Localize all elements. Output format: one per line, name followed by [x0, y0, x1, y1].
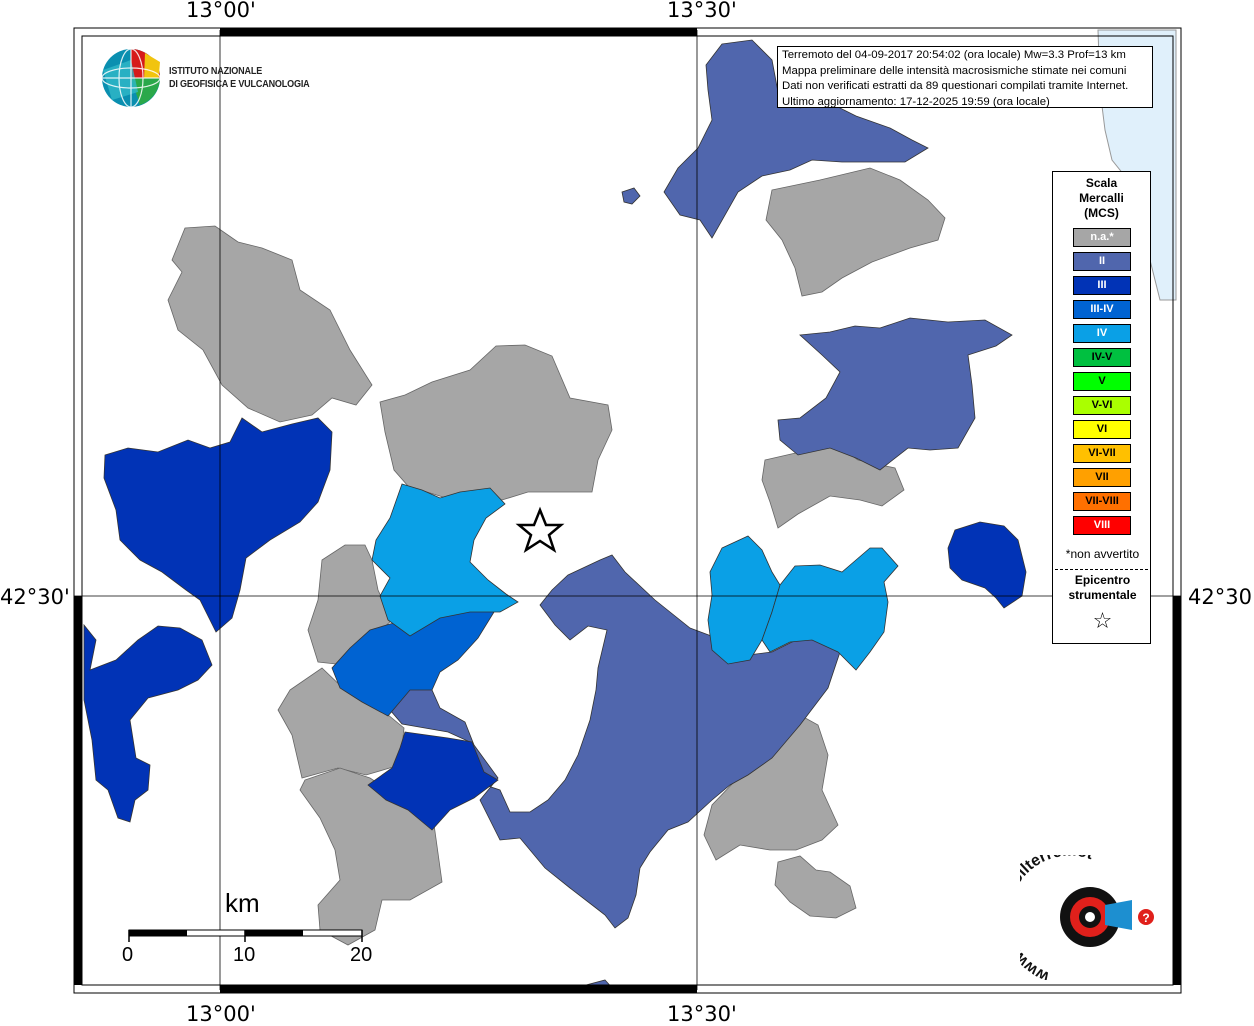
ingv-name: ISTITUTO NAZIONALE DI GEOFISICA E VULCAN… — [169, 65, 310, 91]
lon-label-top-east: 13°30' — [667, 0, 737, 22]
epicenter-star — [515, 506, 565, 553]
legend-title-line: Scala — [1085, 176, 1118, 190]
scale-tick-20: 20 — [350, 944, 373, 966]
event-info-line: Dati non verificati estratti da 89 quest… — [782, 80, 1129, 92]
legend-swatch: VIII — [1073, 516, 1131, 535]
legend-epicenter-line: strumentale — [1068, 588, 1137, 602]
intensity-legend: Scala Mercalli (MCS) n.a.* II III III-IV IV I… — [1052, 171, 1151, 644]
municipality-na-southeast — [703, 714, 839, 861]
municipality-II-islet — [621, 187, 641, 205]
municipalities-III — [83, 417, 1027, 831]
haisentito-logo-text: www.haisentitoilterremoto.it — [1020, 855, 1096, 980]
municipality-III-west — [103, 417, 333, 633]
map-border — [73, 27, 1182, 994]
legend-swatch: VI-VII — [1073, 444, 1131, 463]
ingv-name-line1: ISTITUTO NAZIONALE — [169, 65, 263, 77]
legend-swatch: V — [1073, 372, 1131, 391]
legend-swatch: VII-VIII — [1073, 492, 1131, 511]
haisentito-logo-url: www.haisentitoilterremoto.it — [1020, 855, 1096, 980]
legend-swatch: n.a.* — [1073, 228, 1131, 247]
event-info-line: Ultimo aggiornamento: 17-12-2025 19:59 (… — [782, 95, 1050, 108]
scale-tick-0: 0 — [122, 944, 134, 966]
legend-epicenter-star-icon: ☆ — [1092, 608, 1113, 633]
municipality-III-east-islet — [947, 521, 1027, 609]
legend-swatch: IV-V — [1073, 348, 1131, 367]
event-info-box: Terremoto del 04-09-2017 20:54:02 (ora l… — [777, 46, 1153, 108]
svg-text:?: ? — [1142, 911, 1149, 925]
legend-title-line: Mercalli — [1079, 191, 1124, 205]
municipalities-IV — [371, 483, 899, 671]
municipality-III-south — [367, 731, 499, 831]
lon-label-bottom-west: 13°00' — [186, 1002, 256, 1026]
lat-label-east: 42°30' — [1188, 585, 1254, 609]
municipality-na-nw — [167, 225, 373, 423]
scale-bar — [128, 929, 363, 942]
lon-label-top-west: 13°00' — [186, 0, 256, 22]
ingv-name-line2: DI GEOFISICA E VULCANOLOGIA — [169, 78, 310, 90]
scale-tick-10: 10 — [233, 944, 256, 966]
municipality-na-far-southeast — [774, 855, 857, 919]
legend-swatch: V-VI — [1073, 396, 1131, 415]
municipality-na-ne — [765, 167, 946, 297]
municipality-IV-center — [371, 483, 519, 637]
lat-label-west: 42°30' — [0, 585, 70, 609]
legend-swatch: II — [1073, 252, 1131, 271]
legend-title: Scala Mercalli (MCS) — [1053, 176, 1150, 221]
legend-epicenter-label: Epicentro strumentale — [1053, 573, 1152, 603]
svg-text:www.haisentitoilterremoto.it: www.haisentitoilterremoto.it — [1020, 855, 1096, 980]
legend-separator — [1055, 569, 1148, 570]
legend-not-felt-note: *non avvertito — [1065, 547, 1140, 561]
legend-swatch: III — [1073, 276, 1131, 295]
municipality-IV-east1 — [707, 535, 781, 665]
legend-swatch: VI — [1073, 420, 1131, 439]
event-info-line: Mappa preliminare delle intensità macros… — [782, 64, 1127, 77]
legend-title-line: (MCS) — [1084, 206, 1119, 220]
legend-swatch: VII — [1073, 468, 1131, 487]
ingv-logo — [101, 48, 161, 108]
municipality-III-far-west — [83, 623, 213, 823]
legend-epicenter-line: Epicentro — [1074, 573, 1131, 587]
haisentito-logo: ? — [1060, 887, 1154, 947]
municipality-IV-east2 — [761, 547, 899, 671]
lon-label-bottom-east: 13°30' — [667, 1002, 737, 1026]
legend-swatch: IV — [1073, 324, 1131, 343]
graticule — [74, 30, 1181, 990]
scale-unit: km — [225, 888, 260, 918]
event-info-line: Terremoto del 04-09-2017 20:54:02 (ora l… — [782, 49, 1126, 61]
municipality-II-east — [777, 317, 1013, 471]
legend-swatch: III-IV — [1073, 300, 1131, 319]
